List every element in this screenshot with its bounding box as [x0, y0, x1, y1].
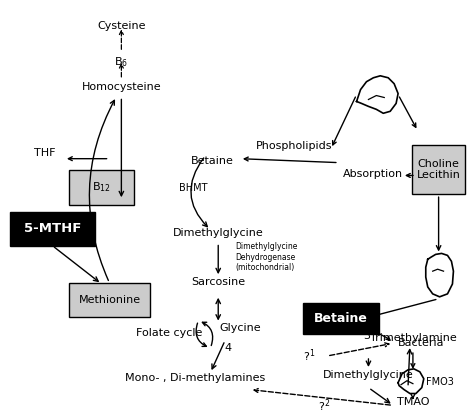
Text: 5-MTHF: 5-MTHF	[24, 222, 81, 235]
Text: Absorption: Absorption	[343, 168, 403, 178]
Text: Sarcosine: Sarcosine	[191, 277, 245, 287]
Text: BHMT: BHMT	[179, 183, 207, 193]
Text: Bacteria: Bacteria	[398, 338, 445, 348]
Text: Trimethylamine: Trimethylamine	[370, 334, 456, 343]
Text: 4: 4	[225, 343, 232, 353]
Text: TMAO: TMAO	[397, 398, 429, 407]
Text: Glycine: Glycine	[219, 323, 261, 334]
FancyBboxPatch shape	[303, 303, 379, 334]
Text: 3: 3	[363, 331, 370, 341]
FancyBboxPatch shape	[69, 283, 150, 317]
Text: Homocysteine: Homocysteine	[82, 82, 161, 92]
Text: ?$^{2}$: ?$^{2}$	[318, 397, 330, 414]
Text: Betaine: Betaine	[314, 312, 368, 325]
Text: Betaine: Betaine	[191, 156, 234, 166]
Text: B$_{6}$: B$_{6}$	[114, 55, 128, 69]
Text: ?$^{1}$: ?$^{1}$	[303, 348, 315, 365]
Text: Dimethylglycine: Dimethylglycine	[323, 370, 414, 380]
Text: Dimethylglycine: Dimethylglycine	[173, 228, 264, 238]
Text: Mono- , Di-methylamines: Mono- , Di-methylamines	[125, 373, 265, 383]
Text: Choline
Lecithin: Choline Lecithin	[417, 159, 461, 180]
FancyBboxPatch shape	[69, 170, 134, 205]
Text: Cysteine: Cysteine	[97, 21, 146, 31]
FancyBboxPatch shape	[412, 145, 465, 194]
Text: FMO3: FMO3	[426, 377, 454, 387]
Text: Dimethylglycine
Dehydrogenase
(mitochondrial): Dimethylglycine Dehydrogenase (mitochond…	[235, 243, 297, 272]
Text: Phospholipids: Phospholipids	[256, 141, 333, 151]
Text: THF: THF	[34, 148, 55, 158]
Text: Folate cycle: Folate cycle	[136, 328, 202, 339]
Text: Methionine: Methionine	[79, 295, 141, 305]
FancyBboxPatch shape	[9, 212, 95, 246]
Text: B$_{12}$: B$_{12}$	[92, 181, 111, 194]
